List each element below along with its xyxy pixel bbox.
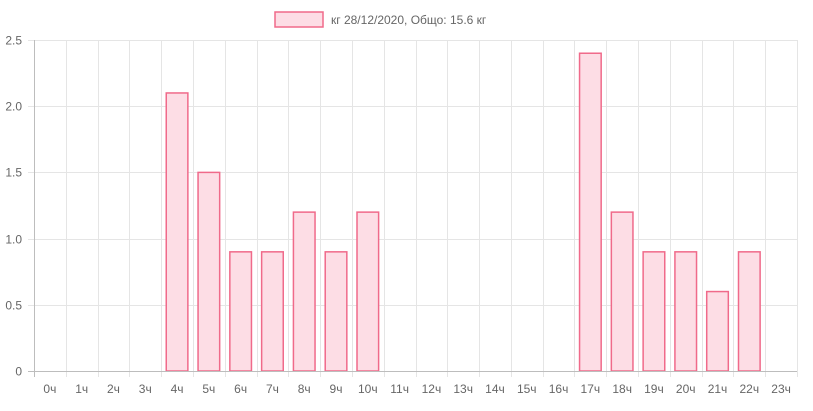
bar-20ч[interactable] — [674, 251, 698, 372]
x-tick-label: 23ч — [771, 382, 791, 396]
x-tick-label: 20ч — [676, 382, 696, 396]
x-tick-label: 0ч — [43, 382, 56, 396]
bar-18ч[interactable] — [610, 211, 634, 372]
x-tick-label: 2ч — [107, 382, 120, 396]
legend-label[interactable]: кг 28/12/2020, Общо: 15.6 кг — [331, 13, 487, 27]
y-tick-label: 2.0 — [5, 100, 22, 114]
bar-9ч[interactable] — [324, 251, 348, 372]
bar-10ч[interactable] — [356, 211, 380, 372]
x-tick-label: 4ч — [171, 382, 184, 396]
y-tick-label: 0.5 — [5, 299, 22, 313]
x-tick-label: 3ч — [139, 382, 152, 396]
y-tick-label: 1.5 — [5, 166, 22, 180]
axis-layer — [28, 40, 797, 377]
legend[interactable]: кг 28/12/2020, Общо: 15.6 кг — [274, 11, 487, 28]
x-tick-label: 16ч — [549, 382, 569, 396]
x-tick-label: 1ч — [75, 382, 88, 396]
bar-5ч[interactable] — [197, 171, 221, 372]
x-tick-label: 19ч — [644, 382, 664, 396]
bars-layer — [165, 52, 761, 372]
bar-17ч[interactable] — [578, 52, 602, 372]
x-tick-label: 14ч — [485, 382, 505, 396]
x-tick-label: 9ч — [330, 382, 343, 396]
x-tick-label: 8ч — [298, 382, 311, 396]
x-tick-label: 17ч — [581, 382, 601, 396]
bar-22ч[interactable] — [737, 251, 761, 372]
bar-4ч[interactable] — [165, 92, 189, 372]
y-tick-label: 2.5 — [5, 34, 22, 48]
y-tick-label: 1.0 — [5, 233, 22, 247]
x-tick-label: 22ч — [740, 382, 760, 396]
x-tick-label: 13ч — [453, 382, 473, 396]
x-tick-label: 15ч — [517, 382, 537, 396]
x-tick-label: 11ч — [390, 382, 409, 396]
bar-6ч[interactable] — [229, 251, 253, 372]
x-tick-label: 5ч — [202, 382, 215, 396]
y-tick-label: 0 — [15, 365, 22, 379]
bar-21ч[interactable] — [705, 290, 730, 372]
x-tick-label: 10ч — [358, 382, 378, 396]
legend-swatch[interactable] — [274, 11, 324, 28]
x-tick-label: 7ч — [266, 382, 279, 396]
y-axis-tick-labels: 0 0.5 1.0 1.5 2.0 2.5 — [5, 34, 22, 379]
x-tick-label: 18ч — [612, 382, 632, 396]
x-tick-label: 12ч — [422, 382, 442, 396]
x-tick-label: 21ч — [708, 382, 728, 396]
x-axis-tick-labels: 0ч 1ч 2ч 3ч 4ч 5ч 6ч 7ч 8ч 9ч 10ч 11ч 12ч 13ч 14ч 15ч 16… — [43, 382, 790, 396]
bar-7ч[interactable] — [260, 251, 285, 372]
bar-19ч[interactable] — [642, 251, 666, 372]
x-tick-label: 6ч — [234, 382, 247, 396]
grid-layer — [28, 40, 798, 377]
bar-8ч[interactable] — [292, 211, 316, 372]
